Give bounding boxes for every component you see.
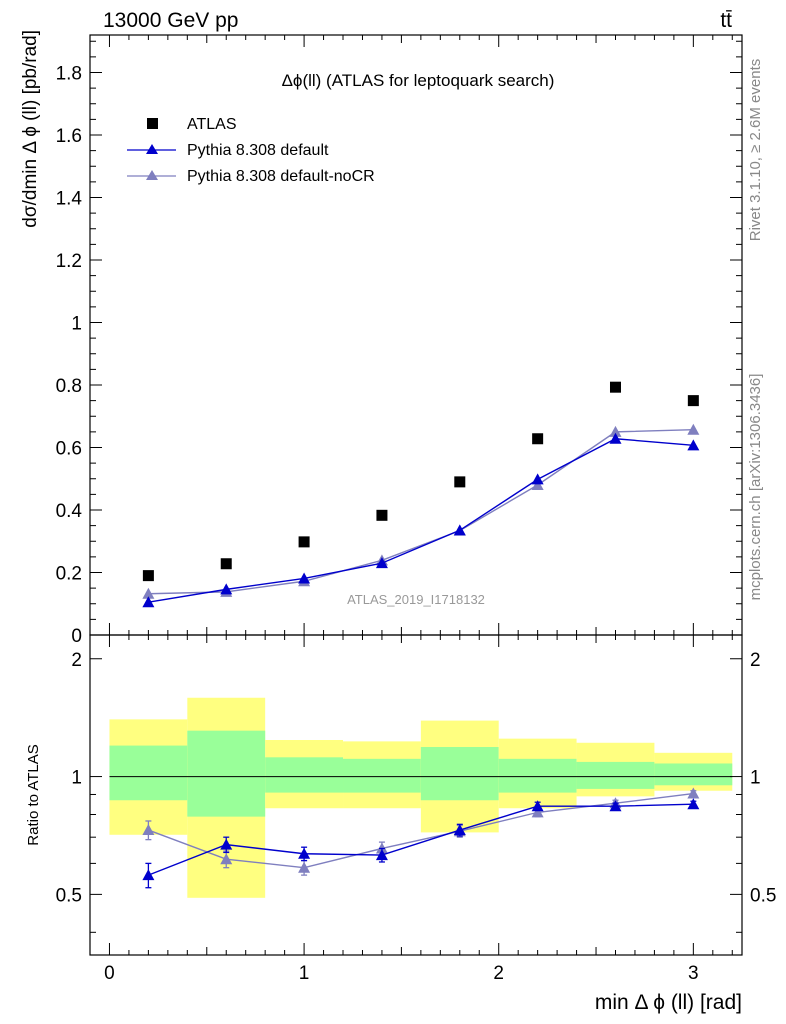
default-point: [531, 473, 544, 485]
ratio-panel: 0 1 2 3 0.5 0.5 1 1 2 2: [56, 634, 776, 984]
default-point: [142, 596, 155, 608]
ratio-default-point: [220, 838, 233, 850]
nocr-point: [142, 587, 155, 599]
ratio-default-point: [375, 849, 388, 861]
ratio-default-point: [453, 824, 466, 836]
main-y-tick-label: 0.4: [56, 501, 83, 522]
main-ylabel: dσ/dmin Δ ϕ (ll) [pb/rad]: [20, 30, 41, 228]
atlas-data-point: [142, 570, 154, 582]
ratio-band-inner: [576, 761, 655, 789]
side-label-rivet: Rivet 3.1.10, ≥ 2.6M events: [747, 59, 764, 242]
ratio-band-inner: [654, 763, 733, 786]
ratio-default-line: [148, 803, 694, 876]
main-y-tick-label: 0: [71, 626, 82, 647]
legend-label-nocr: Pythia 8.308 default-noCR: [187, 168, 375, 185]
ratio-nocr-point: [687, 787, 700, 799]
ratio-x-tick-label: 3: [688, 963, 699, 984]
header-left: 13000 GeV pp: [103, 9, 238, 32]
watermark: ATLAS_2019_I1718132: [347, 592, 485, 607]
ratio-default-point: [531, 800, 544, 812]
ratio-y-tick-label: 2: [71, 650, 82, 671]
atlas-data-point: [220, 558, 232, 570]
ratio-ylabel: Ratio to ATLAS: [25, 744, 42, 845]
ratio-y-tick-label: 0.5: [56, 885, 82, 906]
main-y-tick-label: 1.2: [56, 251, 82, 272]
main-y-tick-label: 0.6: [56, 439, 82, 460]
ratio-band-inner: [265, 757, 344, 793]
ratio-band-inner: [187, 730, 266, 817]
main-panel: 0 0.2 0.4 0.6 0.8 1 1.2 1.4 1.6 1.8: [56, 34, 743, 647]
nocr-point: [531, 479, 544, 490]
legend-label-default: Pythia 8.308 default: [187, 142, 329, 159]
legend-marker-atlas: [147, 118, 158, 129]
legend-marker-nocr: [146, 170, 158, 180]
main-y-tick-label: 1.4: [56, 189, 83, 210]
ratio-default-point: [609, 800, 622, 812]
main-y-tick-label: 1: [71, 314, 82, 335]
ratio-frame: [89, 634, 743, 956]
side-label-mcplots: mcplots.cern.ch [arXiv:1306.3436]: [747, 374, 764, 601]
ratio-xlabel: min Δ ϕ (ll) [rad]: [595, 991, 742, 1014]
nocr-point: [687, 423, 700, 435]
ratio-y-tick-label-right: 1: [750, 768, 761, 789]
default-point: [687, 439, 700, 451]
atlas-data-point: [687, 395, 699, 407]
atlas-data-point: [532, 433, 544, 445]
ratio-y-tick-label-right: 2: [750, 650, 761, 671]
ratio-nocr-point: [142, 824, 155, 836]
ratio-nocr-point: [531, 806, 544, 818]
ratio-x-tick-label: 1: [299, 963, 310, 984]
ratio-y-tick-label-right: 0.5: [750, 885, 776, 906]
default-point: [453, 524, 466, 536]
ratio-x-tick-label: 2: [493, 963, 504, 984]
ratio-band-inner: [343, 758, 421, 793]
default-point: [298, 572, 311, 584]
atlas-data-point: [298, 536, 310, 548]
atlas-data-point: [376, 509, 388, 521]
nocr-point: [609, 425, 622, 437]
ratio-default-point: [298, 847, 311, 859]
atlas-data-point: [454, 476, 466, 488]
default-point: [375, 557, 388, 569]
ratio-x-tick-label: 0: [104, 963, 115, 984]
legend-label-atlas: ATLAS: [187, 116, 237, 133]
legend: ATLAS Pythia 8.308 default Pythia 8.308 …: [127, 116, 375, 185]
main-title: Δϕ(ll) (ATLAS for leptoquark search): [282, 71, 555, 90]
ratio-nocr-point: [298, 861, 311, 873]
ratio-default-point: [142, 869, 155, 881]
default-point: [220, 583, 233, 595]
ratio-band-inner: [498, 758, 577, 793]
ratio-band-inner: [420, 747, 499, 801]
ratio-default-point: [687, 798, 700, 810]
ratio-nocr-line: [148, 792, 694, 869]
ratio-band-inner: [109, 745, 188, 801]
header-right: tt̄: [720, 9, 732, 32]
ratio-y-tick-label: 1: [71, 768, 82, 789]
main-y-tick-label: 0.8: [56, 376, 82, 397]
default-line: [148, 438, 694, 603]
main-y-tick-label: 0.2: [56, 564, 82, 585]
main-y-tick-label: 1.6: [56, 126, 82, 147]
atlas-data-point: [609, 381, 621, 393]
nocr-line: [148, 428, 694, 595]
ratio-nocr-point: [220, 853, 233, 865]
default-point: [609, 432, 622, 444]
legend-marker-default: [146, 144, 158, 154]
main-y-tick-label: 1.8: [56, 64, 82, 85]
